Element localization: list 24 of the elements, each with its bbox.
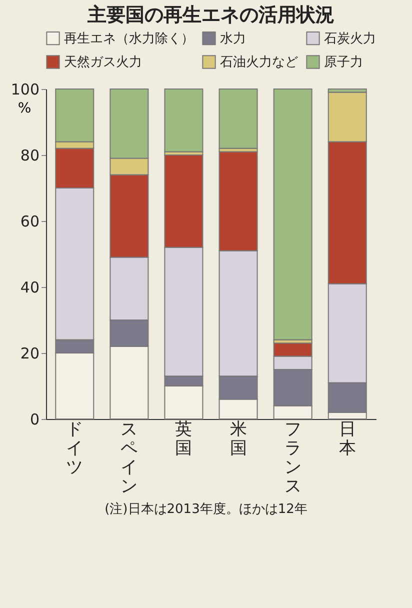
legend-label: 再生エネ（水力除く） [64,31,194,46]
y-tick-label: 0 [30,410,40,428]
chart-title: 主要国の再生エネの活用状況 [86,4,334,26]
bar [164,88,204,152]
x-tick-label: 英国 [175,420,192,458]
legend-label: 石炭火力 [324,31,376,46]
y-axis-title: % [18,100,32,116]
x-tick-label: 米国 [230,420,247,458]
y-tick-label: 20 [20,344,40,362]
text: (注)日本は2013年度。ほかは12年 [104,501,308,518]
x-tick-label: ドイツ [66,420,84,478]
bar [273,88,312,340]
y-tick-label: 60 [20,212,40,230]
y-tick-label: 100 [10,80,40,98]
x-tick-label: フランス [284,420,302,496]
legend-label: 水力 [220,31,246,46]
legend-label: 原子力 [324,55,363,70]
y-tick-label: 40 [20,278,40,296]
x-tick-label: 日本 [338,420,356,458]
legend-label: 石油火力など [220,55,298,70]
legend-label: 天然ガス火力 [64,55,142,70]
x-tick-label: スペイン [120,420,138,496]
bar [218,88,258,149]
y-tick-label: 80 [20,146,40,164]
